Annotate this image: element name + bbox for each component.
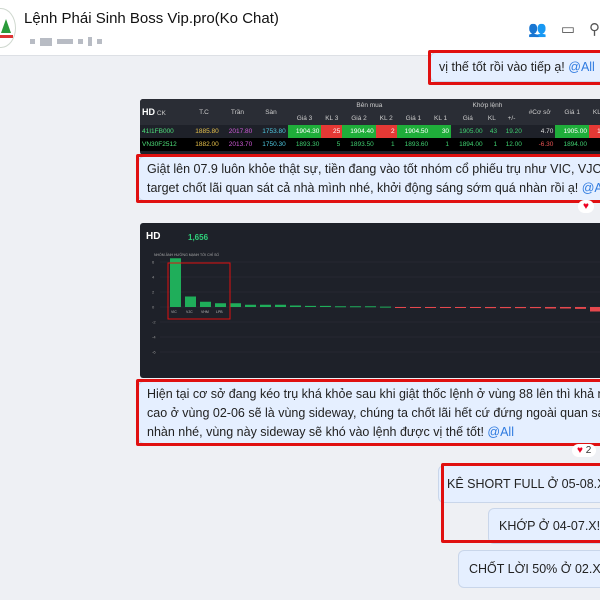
bar [395,307,406,308]
y-tick-label: 2 [152,290,155,295]
bar [170,258,181,307]
category-label: VHM [201,310,209,314]
bar [440,307,451,308]
bar [320,305,331,307]
bar [245,304,256,307]
y-tick-label: 6 [152,260,155,265]
bar [425,307,436,308]
y-tick-label: 0 [152,305,155,310]
message-text: nhàn nhé, vùng này sideway sẽ khó vào lệ… [147,425,484,439]
bar [485,307,496,309]
heart-reaction[interactable]: ♥ 2 [572,444,597,457]
bar [590,307,600,312]
bar [335,306,346,308]
bar [290,305,301,307]
bar [530,307,541,309]
message-bubble[interactable]: KHỚP Ở 04-07.X! @ [488,508,600,544]
bar [545,307,556,309]
message-text: CHỐT LỜI 50% Ở 02.X! [469,562,600,576]
message-text: vị thế tốt rồi vào tiếp ạ! [439,60,565,74]
message-bubble[interactable]: KÊ SHORT FULL Ở 05-08.X! @ [438,465,600,503]
add-member-icon[interactable]: 👥 [528,21,547,38]
heart-icon: ♥ [583,201,589,212]
bar [515,307,526,309]
member-status-blurred [30,37,102,46]
chat-title: Lệnh Phái Sinh Boss Vip.pro(Ko Chat) [24,10,279,27]
mention-all[interactable]: @All [487,425,514,439]
index-value: 1,656 [188,233,209,242]
bar [410,307,421,308]
table-row: 41I1FB000 1885.80 2017.80 1753.80 1904.30 25… [140,125,600,138]
chat-header: Lệnh Phái Sinh Boss Vip.pro(Ko Chat) 👥 ▭… [0,0,600,56]
y-tick-label: 4 [152,275,155,280]
bar [350,306,361,308]
mention-all[interactable]: @All [568,60,595,74]
bar [230,303,241,307]
bar [560,307,571,309]
message-text: Giật lên 07.9 luôn khỏe thật sự, tiền đa… [147,162,600,176]
bar [200,301,211,307]
message-bubble[interactable]: Giật lên 07.9 luôn khỏe thật sự, tiền đa… [138,156,600,201]
bar [575,307,586,309]
bar [305,305,316,307]
message-bubble[interactable]: vị thế tốt rồi vào tiếp ạ! @All [430,52,600,82]
bar [500,307,511,309]
price-board-image[interactable]: HD CK T.C Trần Sàn Bên mua Khớp lệnh #Cơ sở… [140,99,600,155]
bar [215,303,226,307]
y-tick-label: -4 [152,335,156,340]
y-tick-label: -2 [152,320,156,325]
table-row: VN30F2512 1882.00 2013.70 1750.30 1893.30 5 1… [140,138,600,151]
y-tick-label: -6 [152,350,156,355]
category-label: VJC [186,310,193,314]
index-impact-chart-image[interactable]: HD 1,656 NHÓM ẢNH HƯỞNG MẠNH TỚI CHỈ SỐ … [140,223,600,378]
chart-logo: HD [146,231,160,242]
bar [260,304,271,307]
message-text: target chốt lãi quan sát cả nhà mình nhé… [147,181,579,195]
category-label: VIC [171,310,177,314]
heart-reaction[interactable]: ♥ [578,200,594,213]
search-icon[interactable]: ⚲ [589,21,600,38]
bar [470,307,481,308]
heart-icon: ♥ [577,445,583,456]
message-text: Hiện tại cơ sở đang kéo trụ khá khỏe sau… [147,387,600,401]
message-text: KHỚP Ở 04-07.X! [499,519,600,533]
bar [275,304,286,307]
mention-all[interactable]: @All [581,181,600,195]
message-text: cao ở vùng 02-06 sẽ là vùng sideway, chú… [147,406,600,420]
category-label: LPB [216,310,223,314]
price-board-table: HD CK T.C Trần Sàn Bên mua Khớp lệnh #Cơ sở… [140,99,600,151]
message-bubble[interactable]: Hiện tại cơ sở đang kéo trụ khá khỏe sau… [138,381,600,444]
group-avatar[interactable] [0,8,16,48]
bar [365,306,376,308]
bar [185,296,196,307]
chart-title: NHÓM ẢNH HƯỞNG MẠNH TỚI CHỈ SỐ [154,252,219,257]
bar [380,306,391,308]
bar [455,307,466,308]
message-text: KÊ SHORT FULL Ở 05-08.X! [447,477,600,491]
impact-bar-chart: HD 1,656 NHÓM ẢNH HƯỞNG MẠNH TỚI CHỈ SỐ … [146,231,600,355]
message-bubble[interactable]: CHỐT LỜI 50% Ở 02.X! @ [458,550,600,588]
video-call-icon[interactable]: ▭ [560,21,575,38]
highlight-box [167,262,231,320]
